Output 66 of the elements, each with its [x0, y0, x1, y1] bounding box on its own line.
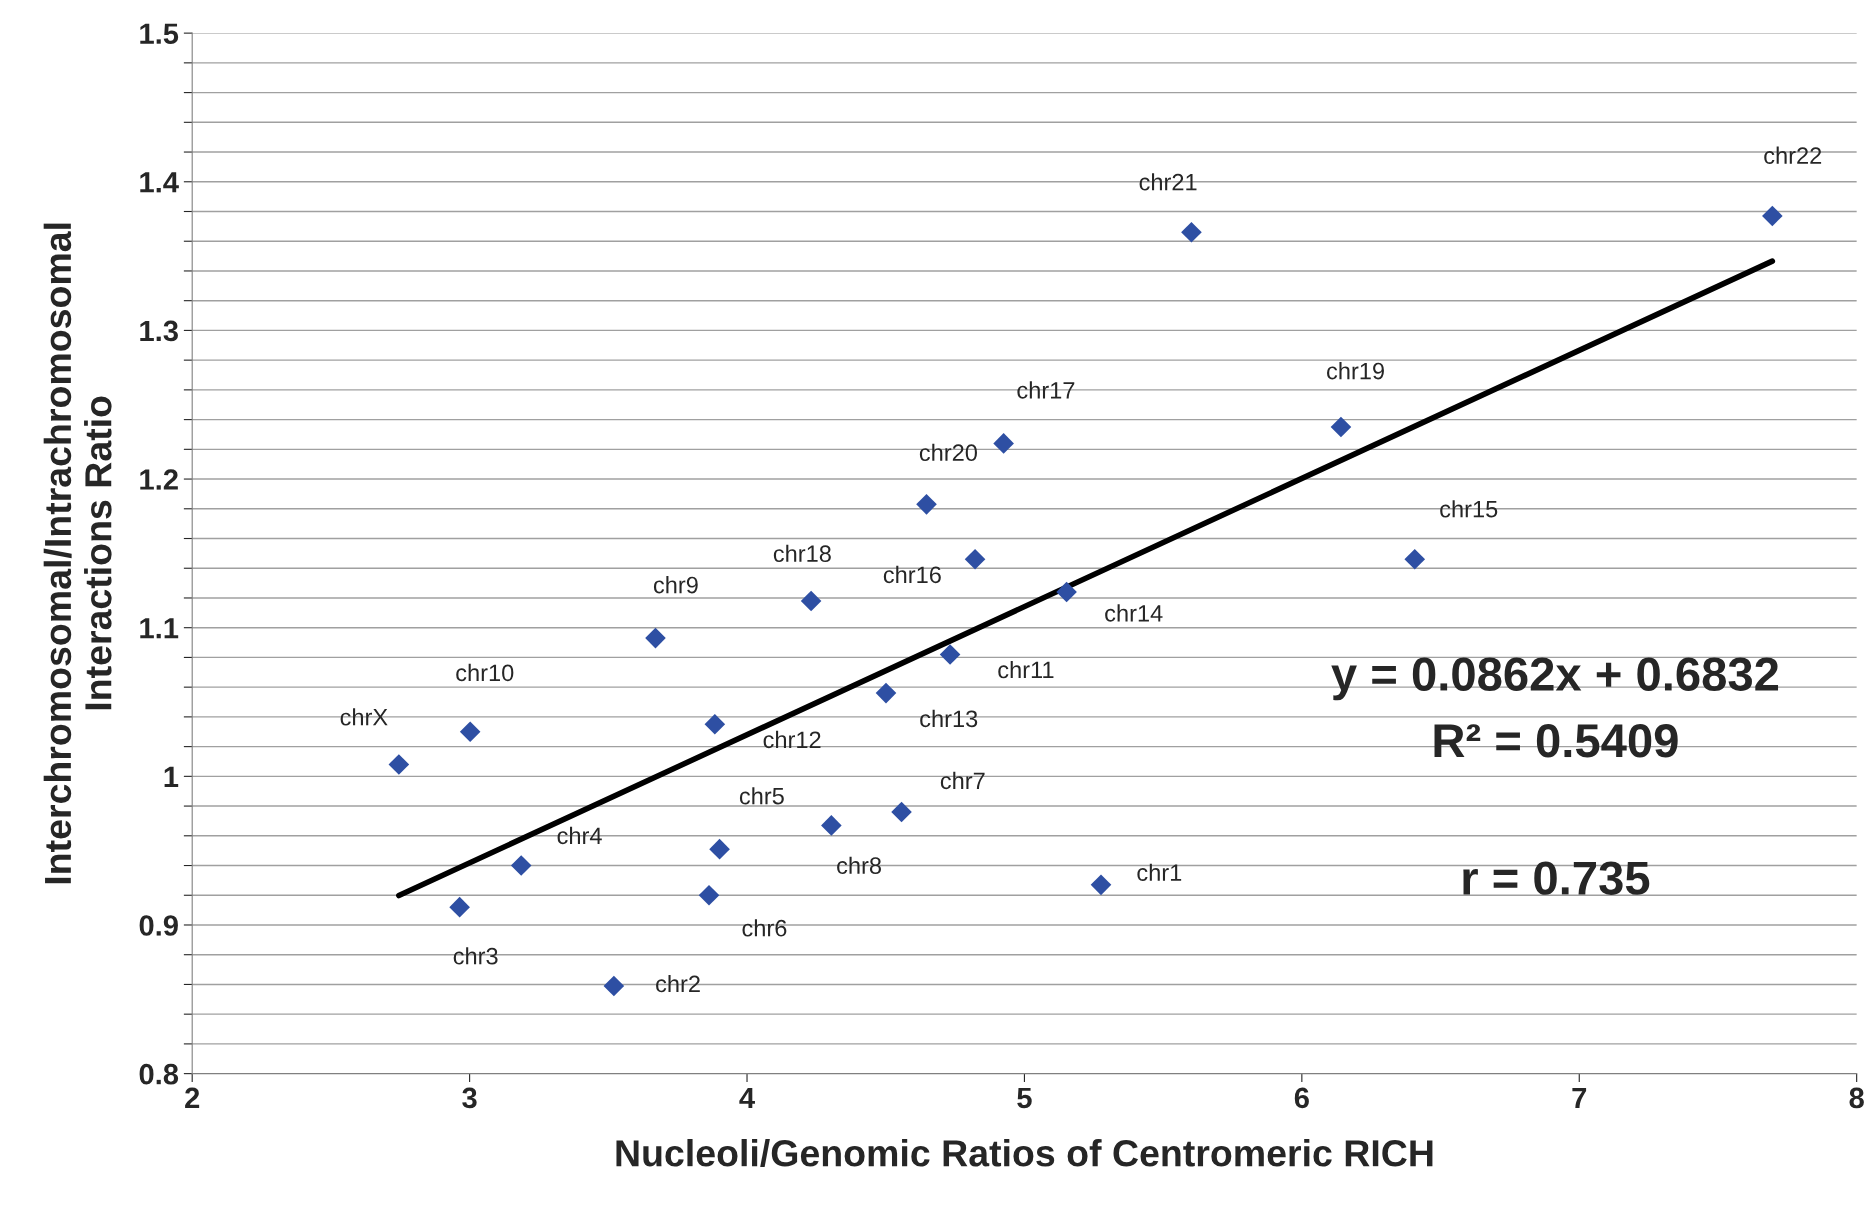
annotation: y = 0.0862x + 0.6832: [1331, 657, 1779, 701]
annotation: chr4: [557, 826, 602, 845]
point: [709, 838, 730, 860]
point: [964, 549, 986, 570]
point: [1404, 549, 1426, 570]
annotation: chr6: [742, 919, 787, 937]
y-tick-label: 1.1: [140, 618, 179, 639]
annotation: chr16: [883, 565, 941, 584]
annotation: chr3: [453, 947, 498, 965]
point: [459, 721, 481, 743]
point: [800, 590, 822, 612]
point: [388, 754, 410, 775]
y-tick-label: 1.5: [140, 23, 179, 44]
y-tick-label: 0.9: [139, 915, 178, 936]
y-tick-label: 1.2: [140, 469, 178, 490]
annotation: R² = 0.5409: [1434, 724, 1678, 758]
annotation: chr10: [456, 663, 514, 682]
y-axis-title: Interchromosomal/Intrachromosomal Interactions Ratio: [43, 223, 112, 884]
x-tick-label: 4: [739, 1087, 755, 1108]
point: [1090, 874, 1112, 896]
annotation: chr5: [739, 787, 784, 805]
y-tick-label: 1: [164, 766, 179, 787]
annotation: chr13: [920, 709, 978, 728]
y-tick-label: 0.8: [139, 1063, 179, 1085]
annotation: chr9: [653, 576, 698, 594]
y-tick-label: 1.3: [140, 320, 178, 342]
point: [510, 855, 532, 876]
annotation: r = 0.735: [1463, 861, 1650, 895]
point: [821, 815, 842, 836]
annotation: chr21: [1139, 173, 1197, 191]
annotation: chr18: [773, 544, 831, 563]
annotation: chrX: [340, 708, 388, 726]
x-tick-label: 2: [185, 1087, 200, 1108]
point: [1056, 581, 1077, 603]
x-tick-label: 3: [462, 1087, 477, 1109]
x-axis-title: Nucleoli/Genomic Ratios of Centromeric RICH: [616, 1139, 1433, 1167]
annotation: chr14: [1105, 604, 1163, 622]
annotation: chr15: [1440, 500, 1498, 518]
point: [603, 975, 625, 997]
annotation: chr8: [837, 856, 881, 875]
annotation: chr7: [940, 771, 985, 790]
y-tick-label: 1.4: [140, 172, 179, 193]
point: [1762, 205, 1783, 227]
x-tick-label: 8: [1849, 1087, 1864, 1109]
point: [993, 433, 1014, 454]
point: [698, 884, 720, 906]
x-tick-label: 7: [1572, 1087, 1587, 1108]
x-tick-label: 5: [1017, 1087, 1032, 1109]
annotation: chr20: [919, 443, 977, 462]
point: [939, 644, 961, 665]
annotation: chr19: [1327, 362, 1384, 380]
point: [891, 801, 912, 823]
annotation: chr17: [1017, 381, 1075, 399]
annotation: chr12: [763, 730, 821, 749]
point: [1330, 416, 1352, 438]
annotation: chr11: [998, 660, 1054, 679]
point: [875, 682, 897, 704]
point: [645, 627, 666, 649]
point: [916, 494, 937, 515]
point: [449, 896, 470, 918]
point: [704, 714, 726, 735]
annotation: chr22: [1764, 146, 1822, 164]
point: [1181, 222, 1202, 243]
annotation: chr2: [656, 974, 700, 993]
annotation: chr1: [1137, 863, 1182, 881]
x-tick-label: 6: [1294, 1087, 1309, 1109]
